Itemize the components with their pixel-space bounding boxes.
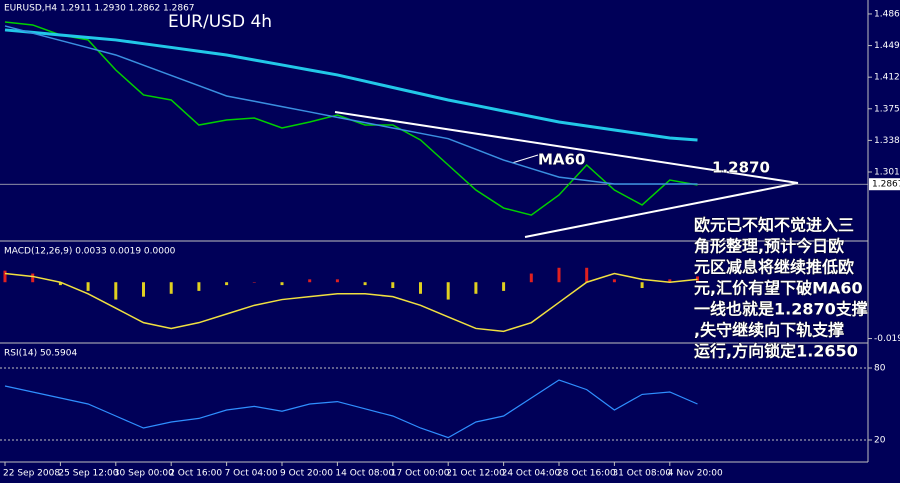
- x-tick-label: 25 Sep 12:00: [58, 469, 118, 479]
- rsi-tick-label: 80: [874, 364, 886, 374]
- x-tick-label: 31 Oct 08:00: [612, 469, 671, 479]
- macd-bar: [86, 282, 90, 291]
- x-tick-label: 24 Oct 04:00: [502, 469, 561, 479]
- macd-bar: [474, 282, 478, 294]
- macd-bar: [142, 282, 145, 297]
- note-line: 欧元已不知不觉进入三: [694, 216, 854, 235]
- y-tick-label: 1.4490: [874, 41, 900, 51]
- macd-title: MACD(12,26,9) 0.0033 0.0019 0.0000: [4, 247, 176, 257]
- x-tick-label: 9 Oct 20:00: [280, 469, 333, 479]
- x-tick-label: 7 Oct 04:00: [225, 469, 278, 479]
- macd-bar: [3, 270, 7, 283]
- annotation: MA60: [538, 151, 585, 169]
- macd-bar: [363, 282, 367, 286]
- line: [4, 272, 698, 333]
- macd-bar: [585, 267, 589, 283]
- macd-bar: [529, 273, 533, 283]
- note-line: ,失守继续向下轨支撑: [694, 321, 844, 340]
- note-line: 元区减息将继续推低欧: [694, 258, 854, 277]
- header: EURUSD,H4 1.2911 1.2930 1.2862 1.2867: [4, 4, 195, 14]
- macd-bar: [169, 282, 173, 294]
- pointer-line: [511, 154, 539, 164]
- y-tick-label: 1.4860: [874, 9, 900, 19]
- macd-bar: [391, 282, 395, 288]
- macd-bar: [668, 279, 672, 283]
- y-tick-label: 1.3380: [874, 136, 900, 146]
- macd-bar: [225, 282, 229, 286]
- macd-bar: [252, 282, 256, 283]
- macd-bar: [114, 282, 118, 300]
- macd-bar: [31, 273, 35, 283]
- rsi-title: RSI(14) 50.5904: [4, 349, 77, 359]
- macd-bar: [419, 282, 422, 294]
- x-tick-label: 22 Sep 2008: [3, 469, 60, 479]
- x-tick-label: 4 Nov 20:00: [668, 469, 723, 479]
- note-line: 角形整理,预计今日欧: [694, 237, 844, 256]
- x-tick-label: 28 Oct 16:00: [557, 469, 616, 479]
- y-tick-label: 1.3010: [874, 168, 900, 178]
- macd-bar: [557, 267, 561, 283]
- annotation: 1.2870: [712, 159, 770, 177]
- x-tick-label: 21 Oct 12:00: [446, 469, 505, 479]
- rsi-tick-label: 20: [874, 436, 886, 446]
- note-line: 元,汇价有望下破MA60: [694, 279, 863, 298]
- note-line: 运行,方向锁定1.2650: [694, 342, 858, 361]
- x-tick-label: 30 Sep 00:00: [114, 469, 174, 479]
- macd-bar: [280, 282, 284, 286]
- line: [4, 25, 698, 185]
- trendline: [524, 182, 799, 238]
- macd-bar: [446, 282, 450, 300]
- chart-title: EUR/USD 4h: [168, 12, 272, 32]
- macd-bar: [197, 282, 201, 291]
- macd-bar: [58, 282, 62, 286]
- macd-bar: [612, 279, 616, 283]
- macd-bar: [335, 279, 339, 283]
- macd-bar: [308, 279, 312, 283]
- current-price-box: [869, 178, 900, 191]
- x-tick-label: 14 Oct 08:00: [335, 469, 394, 479]
- note-line: 一线也就是1.2870支撑: [694, 300, 868, 319]
- macd-bar: [640, 282, 644, 288]
- current-price: 1.2867: [872, 180, 900, 190]
- macd-bar: [502, 282, 506, 291]
- trendline: [334, 111, 799, 184]
- y-tick-label: 1.4120: [874, 73, 900, 83]
- x-tick-label: 2 Oct 16:00: [169, 469, 222, 479]
- line: [4, 379, 698, 439]
- x-tick-label: 17 Oct 00:00: [391, 469, 450, 479]
- line: [4, 28, 698, 142]
- macd-tick-label: -0.0195: [874, 334, 900, 344]
- y-tick-label: 1.3750: [874, 104, 900, 114]
